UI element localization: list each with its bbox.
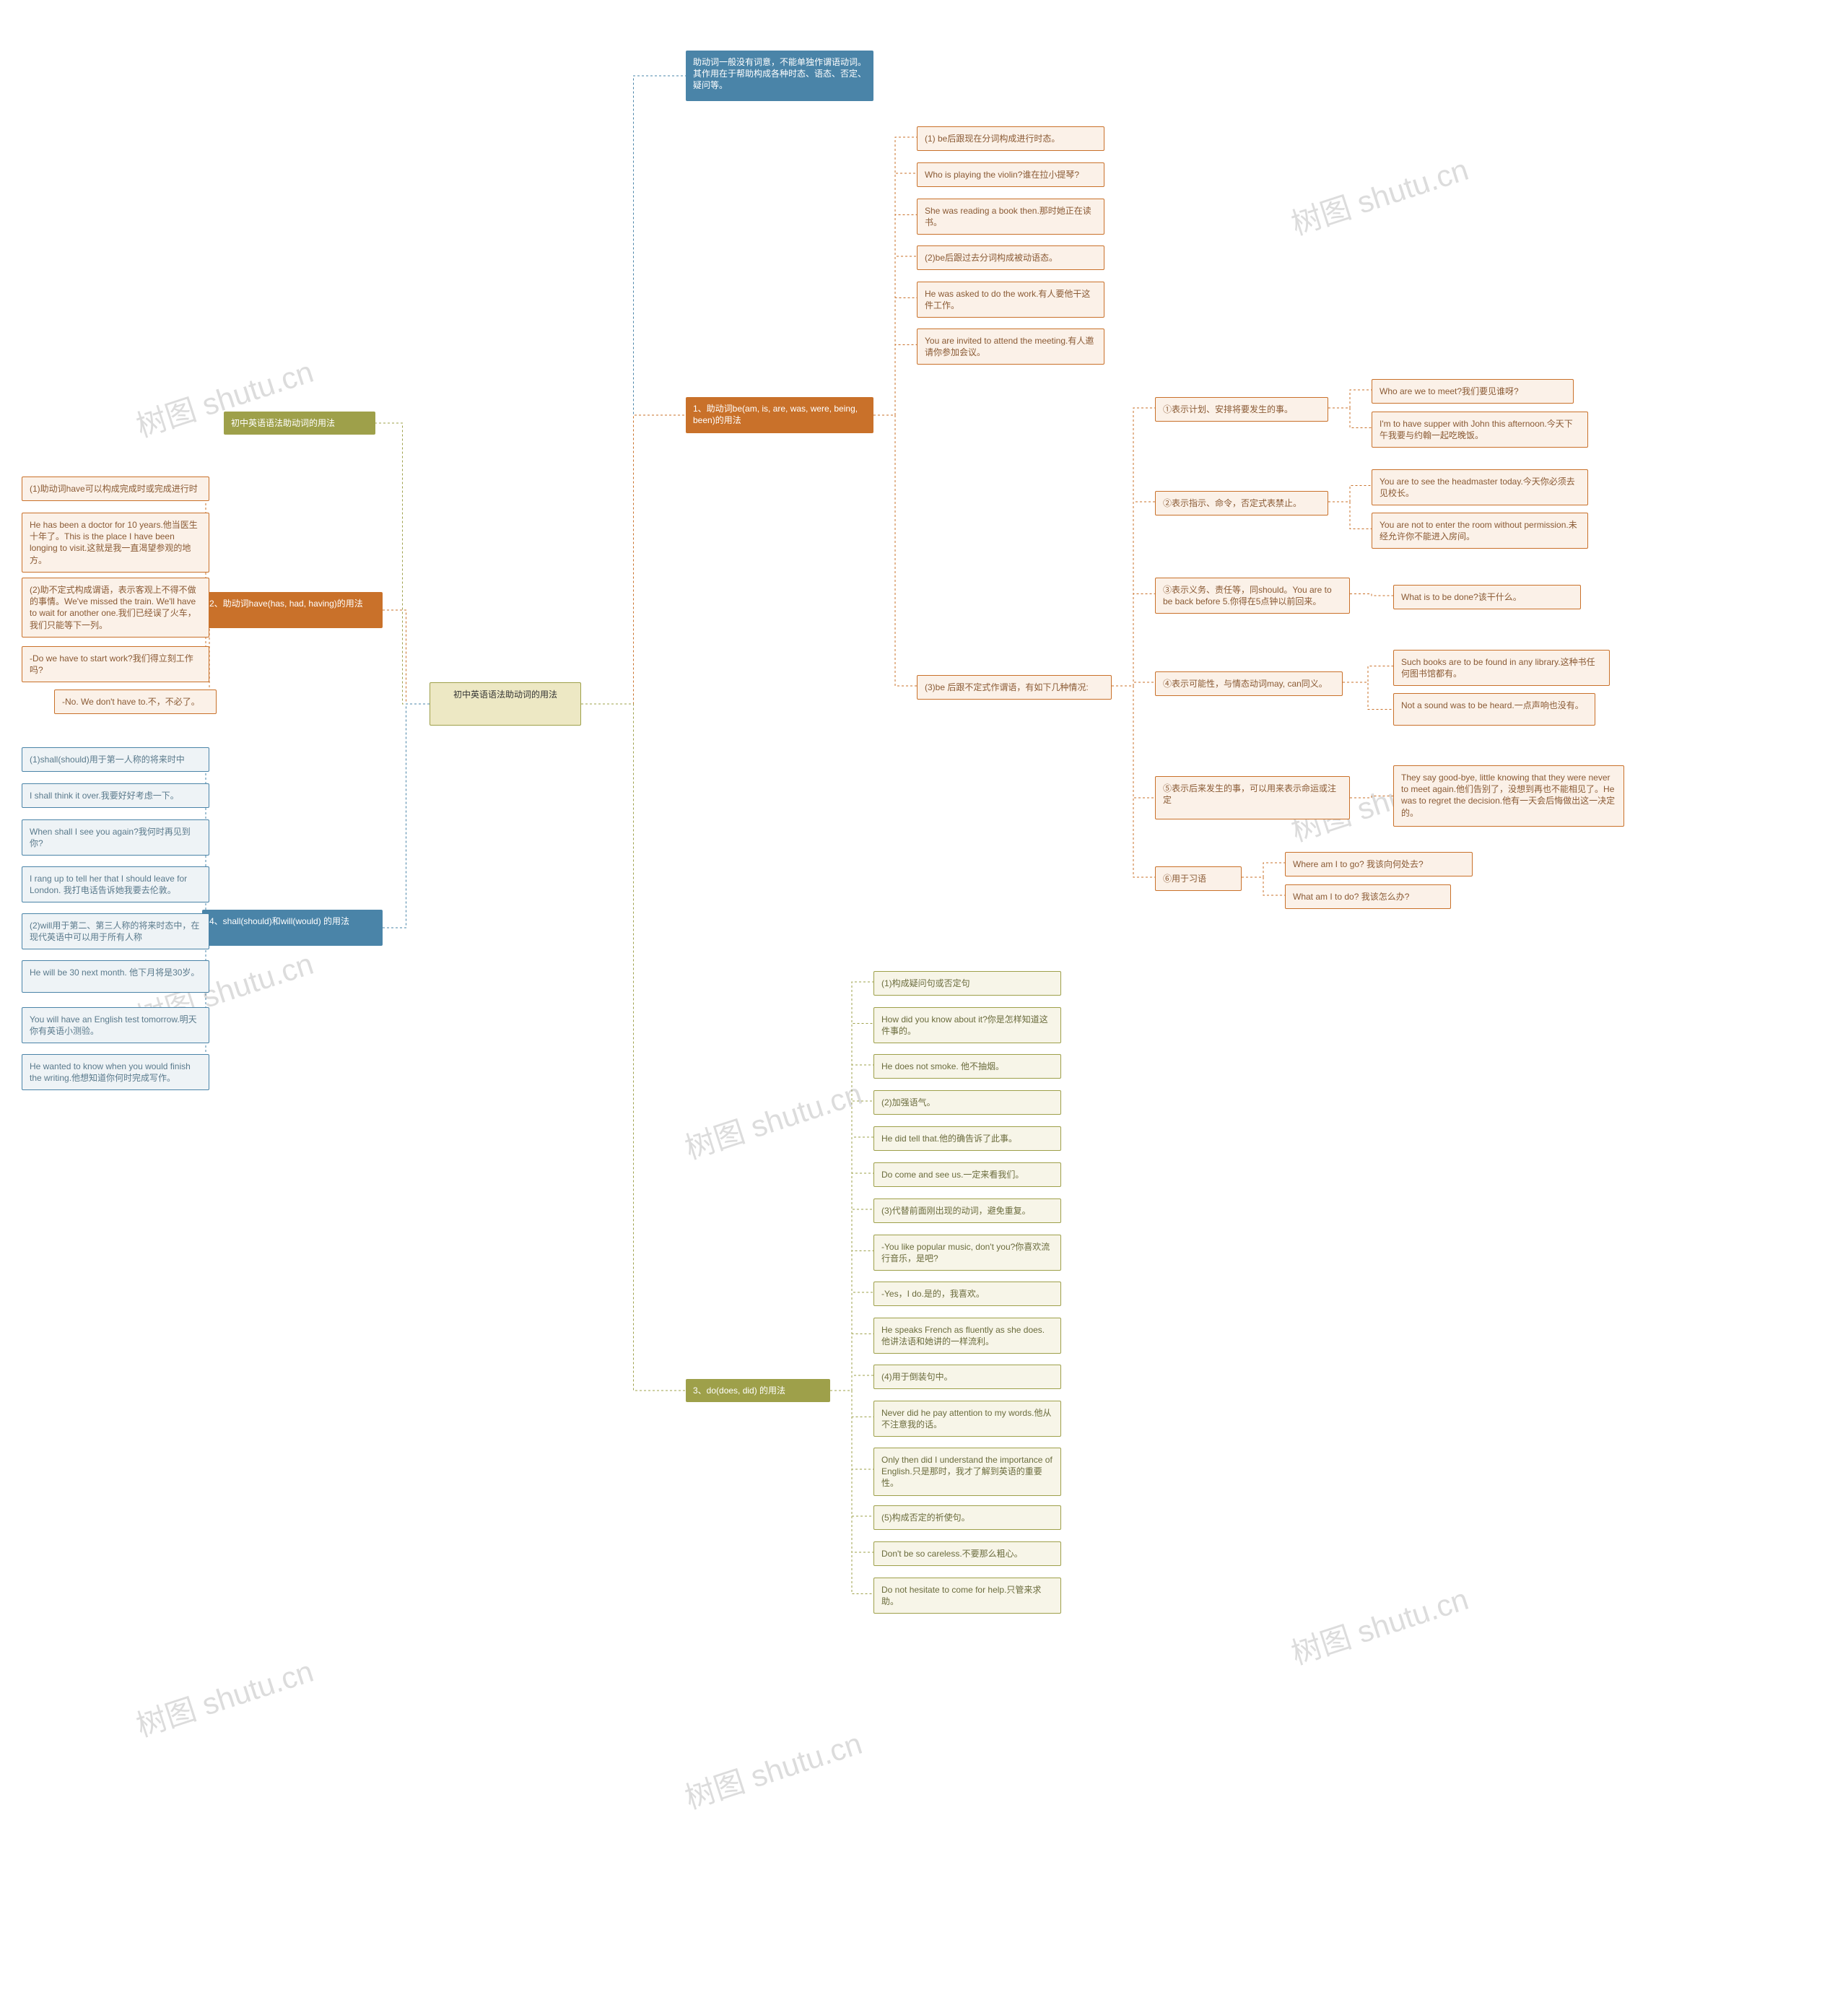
b1-sub3-kid: You are to see the headmaster today.今天你必… xyxy=(1372,469,1588,505)
b1-sub3-item: ③表示义务、责任等，同should。You are to be back bef… xyxy=(1155,578,1350,614)
b1-sub3-kid: They say good-bye, little knowing that t… xyxy=(1393,765,1624,827)
b3-leaf: (5)构成否定的祈使句。 xyxy=(873,1505,1061,1530)
b3-leaf: How did you know about it?你是怎样知道这件事的。 xyxy=(873,1007,1061,1043)
b1-sub3-kid: What is to be done?该干什么。 xyxy=(1393,585,1581,609)
b3-leaf: -Yes，I do.是的，我喜欢。 xyxy=(873,1282,1061,1306)
watermark: 树图 shutu.cn xyxy=(1285,1575,1473,1674)
b2-leaf: (1)助动词have可以构成完成时或完成进行时 xyxy=(22,477,209,501)
b1-sub3-kid: I'm to have supper with John this aftern… xyxy=(1372,412,1588,448)
watermark: 树图 shutu.cn xyxy=(1285,145,1473,244)
b1-sub3-kid: Where am I to go? 我该向何处去? xyxy=(1285,852,1473,876)
b2-leaf: (2)助不定式构成谓语，表示客观上不得不做的事情。We've missed th… xyxy=(22,578,209,638)
b1-sub3-kid: What am I to do? 我该怎么办? xyxy=(1285,884,1451,909)
b1-sub3-item: ④表示可能性，与情态动词may, can同义。 xyxy=(1155,671,1343,696)
b1-sub3-item: ①表示计划、安排将要发生的事。 xyxy=(1155,397,1328,422)
b1-sub3-item: ⑥用于习语 xyxy=(1155,866,1242,891)
b1-sub3-kid: Who are we to meet?我们要见谁呀? xyxy=(1372,379,1574,404)
title-node: 初中英语语法助动词的用法 xyxy=(224,412,375,435)
b3-leaf: He speaks French as fluently as she does… xyxy=(873,1318,1061,1354)
b3-leaf: Do come and see us.一定来看我们。 xyxy=(873,1162,1061,1187)
b1-sub3-kid: You are not to enter the room without pe… xyxy=(1372,513,1588,549)
b4-leaf: (2)will用于第二、第三人称的将来时态中，在现代英语中可以用于所有人称 xyxy=(22,913,209,949)
b1-leaf: You are invited to attend the meeting.有人… xyxy=(917,329,1104,365)
b1-sub3-item: ⑤表示后来发生的事，可以用来表示命运或注定 xyxy=(1155,776,1350,819)
b1-leaf: (2)be后跟过去分词构成被动语态。 xyxy=(917,245,1104,270)
mindmap-canvas: 树图 shutu.cn 树图 shutu.cn 树图 shutu.cn 树图 shut… xyxy=(0,0,1848,2010)
b1-sub3-kid: Not a sound was to be heard.一点声响也没有。 xyxy=(1393,693,1595,726)
watermark: 树图 shutu.cn xyxy=(679,1069,867,1168)
branch-4: 4、shall(should)和will(would) 的用法 xyxy=(202,910,383,946)
b4-leaf: I shall think it over.我要好好考虑一下。 xyxy=(22,783,209,808)
b3-leaf: He did tell that.他的确告诉了此事。 xyxy=(873,1126,1061,1151)
b4-leaf: He wanted to know when you would finish … xyxy=(22,1054,209,1090)
b3-leaf: Don't be so careless.不要那么粗心。 xyxy=(873,1541,1061,1566)
b1-leaf: (1) be后跟现在分词构成进行时态。 xyxy=(917,126,1104,151)
b4-leaf: (1)shall(should)用于第一人称的将来时中 xyxy=(22,747,209,772)
b4-leaf: He will be 30 next month. 他下月将是30岁。 xyxy=(22,960,209,993)
b1-sub3-item: ②表示指示、命令，否定式表禁止。 xyxy=(1155,491,1328,515)
watermark: 树图 shutu.cn xyxy=(130,1647,318,1746)
b3-leaf: Do not hesitate to come for help.只管来求助。 xyxy=(873,1578,1061,1614)
b1-leaf: She was reading a book then.那时她正在读书。 xyxy=(917,199,1104,235)
b3-leaf: -You like popular music, don't you?你喜欢流行… xyxy=(873,1235,1061,1271)
branch-1: 1、助动词be(am, is, are, was, were, being, b… xyxy=(686,397,873,433)
branch-2: 2、助动词have(has, had, having)的用法 xyxy=(202,592,383,628)
b4-leaf: When shall I see you again?我何时再见到你? xyxy=(22,819,209,856)
b3-leaf: Never did he pay attention to my words.他… xyxy=(873,1401,1061,1437)
root-node: 初中英语语法助动词的用法 xyxy=(430,682,581,726)
b1-leaf: Who is playing the violin?谁在拉小提琴? xyxy=(917,162,1104,187)
b4-leaf: You will have an English test tomorrow.明… xyxy=(22,1007,209,1043)
b3-leaf: (4)用于倒装句中。 xyxy=(873,1365,1061,1389)
b3-leaf: (3)代替前面刚出现的动词，避免重复。 xyxy=(873,1198,1061,1223)
intro-node: 助动词一般没有词意，不能单独作谓语动词。其作用在于帮助构成各种时态、语态、否定、… xyxy=(686,51,873,101)
b3-leaf: He does not smoke. 他不抽烟。 xyxy=(873,1054,1061,1079)
b2-leaf: -No. We don't have to.不，不必了。 xyxy=(54,689,217,714)
b3-leaf: (2)加强语气。 xyxy=(873,1090,1061,1115)
b3-leaf: (1)构成疑问句或否定句 xyxy=(873,971,1061,996)
watermark: 树图 shutu.cn xyxy=(679,1719,867,1818)
b3-leaf: Only then did I understand the importanc… xyxy=(873,1448,1061,1496)
b4-leaf: I rang up to tell her that I should leav… xyxy=(22,866,209,902)
b1-leaf: He was asked to do the work.有人要他干这件工作。 xyxy=(917,282,1104,318)
b1-sub3: (3)be 后跟不定式作谓语，有如下几种情况: xyxy=(917,675,1112,700)
b2-leaf: -Do we have to start work?我们得立刻工作吗? xyxy=(22,646,209,682)
b2-leaf: He has been a doctor for 10 years.他当医生十年… xyxy=(22,513,209,573)
b1-sub3-kid: Such books are to be found in any librar… xyxy=(1393,650,1610,686)
branch-3: 3、do(does, did) 的用法 xyxy=(686,1379,830,1402)
